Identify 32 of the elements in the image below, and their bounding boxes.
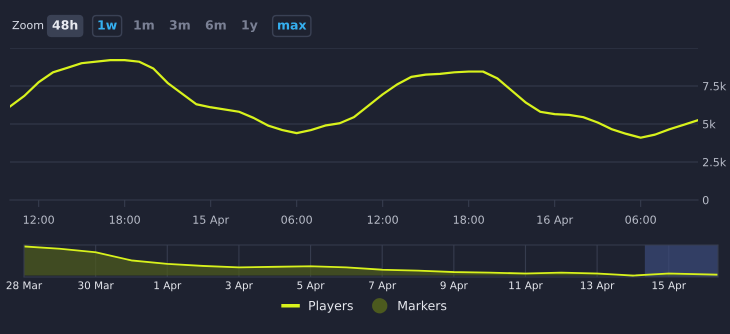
y-tick-label: 0 (702, 196, 708, 204)
x-tick-label: 06:00 (281, 215, 312, 224)
text: 3m (170, 20, 190, 30)
text: 1y (242, 20, 258, 32)
text: Zoom (12, 20, 44, 30)
text: max (278, 22, 306, 30)
x-tick-label: 18:00 (454, 215, 484, 224)
text: 6m (206, 20, 226, 30)
text: 1m (134, 20, 154, 30)
text: 1w (98, 20, 117, 30)
x-tick-label: 11 Apr (509, 281, 543, 292)
x-tick-label: 15 Apr (652, 281, 686, 292)
y-tick-label: 5k (703, 120, 716, 128)
legend-label: Players (309, 300, 353, 313)
legend-label: Markers (398, 300, 446, 310)
x-tick-label: 5 Apr (297, 281, 325, 292)
x-tick-label: 12:00 (24, 215, 54, 224)
x-tick-label: 13 Apr (580, 281, 614, 292)
x-tick-label: 30 Mar (78, 281, 114, 290)
x-tick-label: 7 Apr (369, 281, 396, 292)
x-tick-label: 06:00 (625, 215, 656, 224)
y-tick-label: 7.5k (703, 82, 726, 90)
x-tick-label: 9 Apr (440, 281, 468, 292)
x-tick-label: 18:00 (110, 215, 140, 224)
y-tick-label: 2.5k (702, 158, 726, 166)
x-tick-label: 16 Apr (537, 215, 574, 226)
x-tick-label: 3 Apr (226, 281, 253, 292)
x-tick-label: 1 Apr (154, 281, 182, 292)
x-tick-label: 28 Mar (6, 281, 42, 290)
text: 48h (52, 20, 78, 30)
x-tick-label: 15 Apr (193, 216, 230, 226)
x-tick-label: 12:00 (368, 215, 398, 224)
